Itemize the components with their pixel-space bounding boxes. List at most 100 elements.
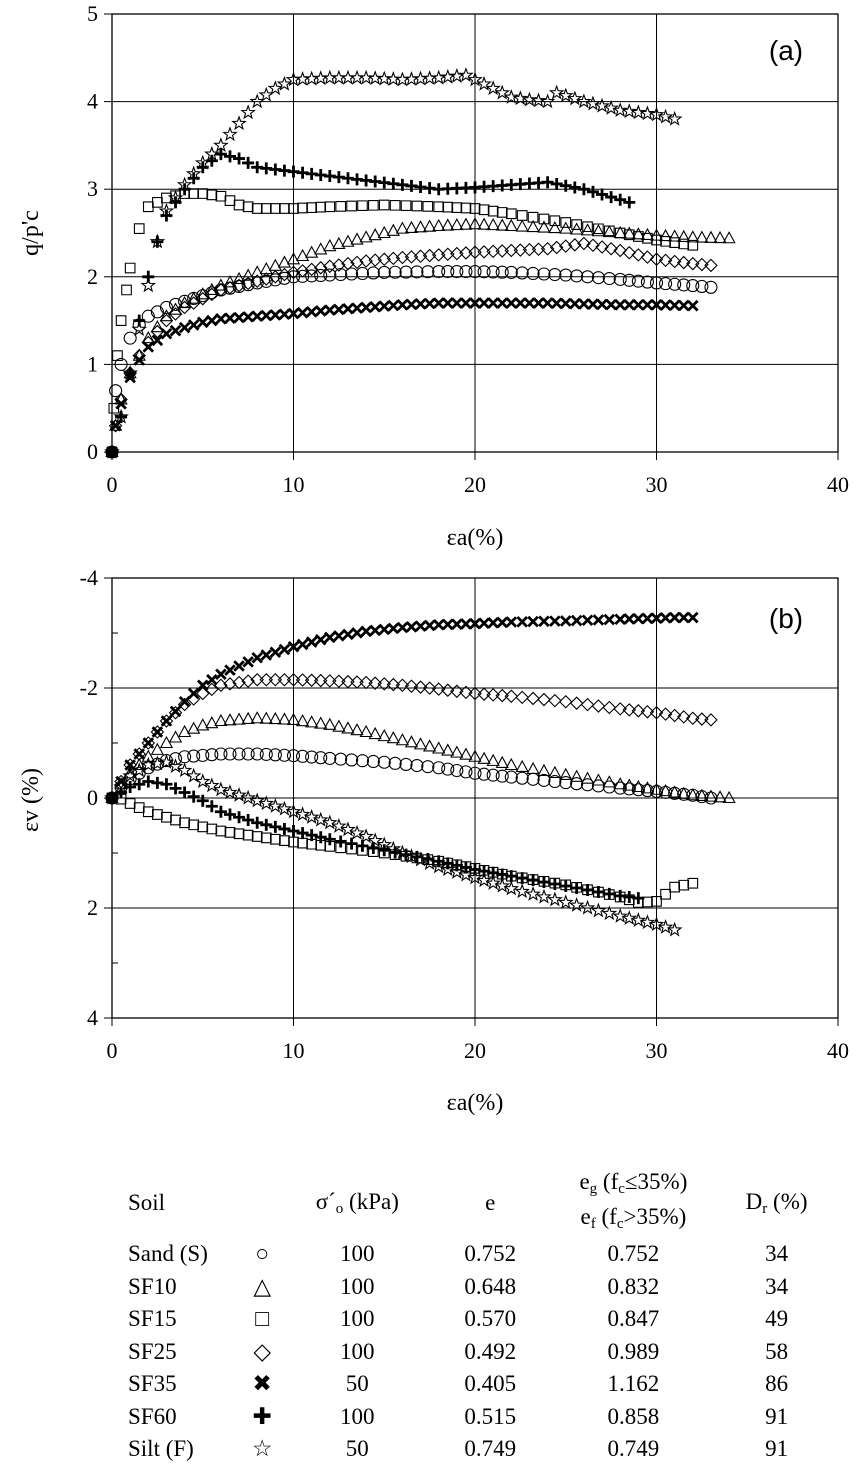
data-point bbox=[469, 863, 481, 876]
data-point bbox=[108, 402, 120, 414]
data-point bbox=[515, 266, 529, 280]
data-point bbox=[355, 266, 370, 281]
data-point bbox=[591, 224, 606, 237]
data-point bbox=[622, 273, 636, 287]
data-point bbox=[377, 225, 391, 239]
data-point bbox=[504, 689, 519, 704]
data-point bbox=[441, 297, 454, 309]
data-point bbox=[640, 250, 655, 264]
series-triangle bbox=[105, 217, 736, 458]
y-tick-label: -2 bbox=[80, 675, 98, 700]
data-point bbox=[686, 279, 700, 293]
data-point bbox=[259, 672, 274, 687]
data-point bbox=[486, 217, 500, 231]
data-point bbox=[249, 93, 266, 109]
data-point bbox=[559, 880, 572, 892]
data-point bbox=[296, 749, 310, 763]
data-point bbox=[525, 886, 541, 901]
data-point bbox=[451, 297, 463, 309]
data-point bbox=[158, 754, 175, 769]
y-axis-label: q/p'c bbox=[18, 210, 44, 256]
data-point bbox=[459, 264, 473, 279]
data-point bbox=[359, 724, 373, 738]
data-point bbox=[496, 297, 509, 309]
data-point bbox=[569, 297, 581, 310]
data-point bbox=[240, 104, 256, 120]
data-point bbox=[124, 781, 137, 793]
data-point bbox=[541, 176, 554, 189]
data-point bbox=[695, 788, 709, 801]
data-point bbox=[233, 828, 245, 840]
data-point bbox=[571, 219, 582, 230]
data-point bbox=[570, 614, 583, 627]
data-point bbox=[269, 820, 282, 833]
data-point bbox=[550, 297, 563, 310]
data-point bbox=[187, 721, 201, 734]
data-point bbox=[335, 842, 347, 854]
data-point bbox=[345, 753, 359, 767]
data-point bbox=[658, 253, 673, 268]
data-point bbox=[515, 219, 529, 232]
data-point bbox=[603, 99, 619, 115]
data-point bbox=[614, 613, 626, 626]
series-star bbox=[104, 67, 683, 459]
series-triangle bbox=[105, 711, 736, 804]
data-point bbox=[304, 673, 319, 688]
data-point bbox=[314, 305, 327, 317]
eg-value: 0.858 bbox=[607, 1403, 660, 1429]
data-point bbox=[351, 302, 363, 314]
data-point bbox=[277, 672, 292, 687]
data-point bbox=[591, 699, 606, 713]
data-point bbox=[251, 203, 263, 214]
data-point bbox=[315, 201, 327, 213]
data-point bbox=[405, 621, 418, 633]
e-value: 0.515 bbox=[464, 1403, 517, 1429]
data-point bbox=[477, 767, 491, 781]
data-point bbox=[368, 726, 382, 740]
data-point bbox=[295, 713, 310, 727]
data-point bbox=[124, 262, 136, 274]
data-point bbox=[450, 763, 464, 778]
data-point bbox=[468, 686, 482, 701]
data-point bbox=[176, 176, 193, 192]
data-point bbox=[223, 808, 236, 821]
data-point bbox=[278, 822, 291, 835]
panel-label: (a) bbox=[769, 35, 803, 66]
data-point bbox=[421, 853, 434, 866]
data-point bbox=[259, 711, 273, 724]
data-point bbox=[142, 341, 155, 353]
x-tick-label: 20 bbox=[464, 1038, 486, 1063]
data-point bbox=[548, 84, 565, 100]
data-point bbox=[648, 106, 665, 122]
data-point bbox=[592, 885, 605, 898]
data-point bbox=[109, 419, 122, 432]
data-point bbox=[214, 805, 227, 818]
data-point bbox=[260, 832, 272, 844]
data-point bbox=[669, 881, 680, 893]
data-point bbox=[342, 302, 354, 315]
data-point bbox=[658, 783, 673, 797]
y-tick-label: -4 bbox=[80, 565, 98, 590]
data-point bbox=[413, 220, 428, 233]
data-point bbox=[578, 298, 590, 310]
series-plus bbox=[106, 775, 645, 905]
data-point bbox=[614, 299, 626, 311]
e-value: 0.749 bbox=[464, 1436, 517, 1462]
data-point bbox=[331, 817, 347, 833]
data-point bbox=[548, 878, 561, 891]
data-point bbox=[194, 154, 211, 170]
data-point bbox=[368, 199, 379, 211]
data-point bbox=[486, 688, 500, 702]
data-point bbox=[222, 126, 238, 142]
data-point bbox=[232, 747, 246, 761]
soil-name: Silt (F) bbox=[128, 1436, 194, 1462]
y-tick-label: 2 bbox=[87, 895, 98, 920]
x-tick-label: 10 bbox=[283, 1038, 305, 1063]
data-point bbox=[642, 896, 653, 908]
data-point bbox=[242, 156, 255, 169]
data-point bbox=[537, 220, 551, 233]
data-point bbox=[141, 736, 156, 750]
sigma-value: 50 bbox=[345, 1371, 369, 1397]
data-point bbox=[251, 651, 263, 664]
data-point bbox=[676, 710, 691, 724]
